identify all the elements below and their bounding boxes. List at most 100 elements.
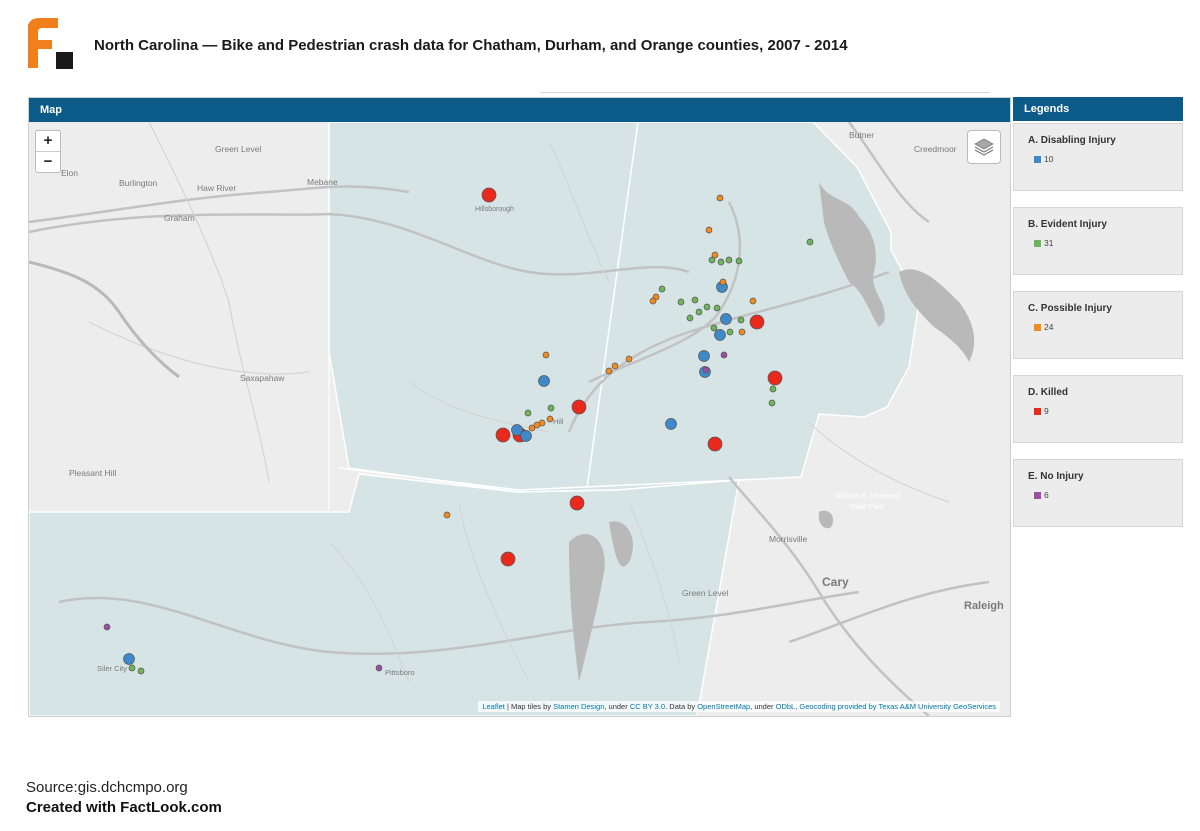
crash-marker-disabling[interactable] <box>665 418 677 430</box>
crash-marker-evident[interactable] <box>547 404 555 412</box>
crash-marker-evident[interactable] <box>806 238 814 246</box>
crash-marker-disabling[interactable] <box>123 653 135 665</box>
crash-marker-evident[interactable] <box>695 308 703 316</box>
crash-marker-evident[interactable] <box>686 314 694 322</box>
crash-marker-evident[interactable] <box>726 328 734 336</box>
crash-marker-evident[interactable] <box>713 304 721 312</box>
title-divider <box>540 92 990 93</box>
stamen-link[interactable]: Stamen Design <box>553 702 605 711</box>
crash-marker-killed[interactable] <box>481 187 497 203</box>
crash-marker-evident[interactable] <box>128 664 136 672</box>
crash-marker-disabling[interactable] <box>538 375 550 387</box>
map-canvas[interactable]: Green Level Elon Burlington Haw River Me… <box>29 122 1010 716</box>
water-bodies <box>569 182 975 682</box>
crash-marker-evident[interactable] <box>658 285 666 293</box>
zoom-control: + − <box>35 130 61 173</box>
crash-marker-evident[interactable] <box>708 256 716 264</box>
crash-marker-disabling[interactable] <box>698 350 710 362</box>
legend-item-disabling-injury[interactable]: A. Disabling Injury 10 <box>1013 123 1183 191</box>
geocoding-link[interactable]: Geocoding provided by Texas A&M Universi… <box>799 702 996 711</box>
crash-marker-no-injury[interactable] <box>720 351 728 359</box>
leaflet-link[interactable]: Leaflet <box>482 702 505 711</box>
crash-marker-killed[interactable] <box>495 427 511 443</box>
crash-marker-no-injury[interactable] <box>103 623 111 631</box>
legend-item-count: 31 <box>1044 238 1054 248</box>
zoom-out-button[interactable]: − <box>36 151 60 172</box>
crash-marker-evident[interactable] <box>717 258 725 266</box>
legend-item-label: E. No Injury <box>1028 471 1084 482</box>
legend-swatch <box>1034 324 1041 331</box>
crash-marker-possible[interactable] <box>443 511 451 519</box>
place-label: State Park <box>849 502 884 511</box>
map-panel: Map <box>28 97 1011 717</box>
crash-marker-possible[interactable] <box>749 297 757 305</box>
place-label: Burlington <box>119 178 158 188</box>
crash-marker-evident[interactable] <box>725 256 733 264</box>
crash-marker-disabling[interactable] <box>720 313 732 325</box>
crash-marker-possible[interactable] <box>611 362 619 370</box>
osm-link[interactable]: OpenStreetMap <box>697 702 751 711</box>
crash-marker-evident[interactable] <box>677 298 685 306</box>
crash-marker-killed[interactable] <box>571 399 587 415</box>
place-label: Siler City <box>97 664 127 673</box>
legend-item-count: 10 <box>1044 154 1054 164</box>
crash-marker-disabling[interactable] <box>511 424 523 436</box>
crash-marker-disabling[interactable] <box>520 430 532 442</box>
map-svg[interactable]: Green Level Elon Burlington Haw River Me… <box>29 122 1010 716</box>
place-label: Mebane <box>307 177 338 187</box>
crash-marker-possible[interactable] <box>649 297 657 305</box>
map-panel-header: Map <box>29 98 1010 122</box>
legend-item-possible-injury[interactable]: C. Possible Injury 24 <box>1013 291 1183 359</box>
crash-marker-evident[interactable] <box>737 316 745 324</box>
legend-swatch <box>1034 156 1041 163</box>
legend-item-label: B. Evident Injury <box>1028 219 1107 230</box>
crash-marker-possible[interactable] <box>719 278 727 286</box>
crash-marker-evident[interactable] <box>769 385 777 393</box>
crash-marker-no-injury[interactable] <box>375 664 383 672</box>
crash-marker-possible[interactable] <box>605 367 613 375</box>
crash-marker-disabling[interactable] <box>714 329 726 341</box>
crash-marker-killed[interactable] <box>500 551 516 567</box>
crash-marker-evident[interactable] <box>735 257 743 265</box>
crash-markers[interactable] <box>103 187 814 675</box>
attribution-text: , under <box>604 702 630 711</box>
crash-marker-no-injury[interactable] <box>702 366 710 374</box>
county-area-chatham[interactable] <box>29 473 740 716</box>
crash-marker-evident[interactable] <box>691 296 699 304</box>
ccby-link[interactable]: CC BY 3.0 <box>629 702 666 711</box>
zoom-in-button[interactable]: + <box>43 132 53 149</box>
place-label: Saxapahaw <box>240 373 285 383</box>
crash-marker-possible[interactable] <box>546 415 554 423</box>
legend-item-no-injury[interactable]: E. No Injury 6 <box>1013 459 1183 527</box>
source-credit: Source:gis.dchcmpo.org <box>26 779 188 796</box>
crash-marker-evident[interactable] <box>768 399 776 407</box>
layers-button[interactable] <box>967 130 1001 164</box>
place-label: Pittsboro <box>385 668 415 677</box>
crash-marker-evident[interactable] <box>710 324 718 332</box>
legend-item-label: A. Disabling Injury <box>1028 135 1116 146</box>
crash-marker-possible[interactable] <box>738 328 746 336</box>
crash-marker-evident[interactable] <box>137 667 145 675</box>
place-label: Hill <box>553 417 564 426</box>
river <box>29 260 180 379</box>
crash-marker-killed[interactable] <box>569 495 585 511</box>
crash-marker-possible[interactable] <box>711 251 719 259</box>
odbl-link[interactable]: ODbL <box>775 702 796 711</box>
crash-marker-killed[interactable] <box>767 370 783 386</box>
crash-marker-possible[interactable] <box>625 355 633 363</box>
legend-item-evident-injury[interactable]: B. Evident Injury 31 <box>1013 207 1183 275</box>
crash-marker-killed[interactable] <box>707 436 723 452</box>
crash-marker-killed[interactable] <box>749 314 765 330</box>
crash-marker-possible[interactable] <box>542 351 550 359</box>
county-area-orange-durham[interactable] <box>328 122 920 493</box>
place-label: Hillsborough <box>475 206 514 213</box>
crash-marker-possible[interactable] <box>716 194 724 202</box>
crash-marker-possible[interactable] <box>533 421 541 429</box>
crash-marker-evident[interactable] <box>703 303 711 311</box>
legend-item-killed[interactable]: D. Killed 9 <box>1013 375 1183 443</box>
crash-marker-possible[interactable] <box>528 424 536 432</box>
crash-marker-evident[interactable] <box>524 409 532 417</box>
place-label: Elon <box>61 168 78 178</box>
crash-marker-possible[interactable] <box>705 226 713 234</box>
attribution-text: | Map tiles by <box>504 702 554 711</box>
